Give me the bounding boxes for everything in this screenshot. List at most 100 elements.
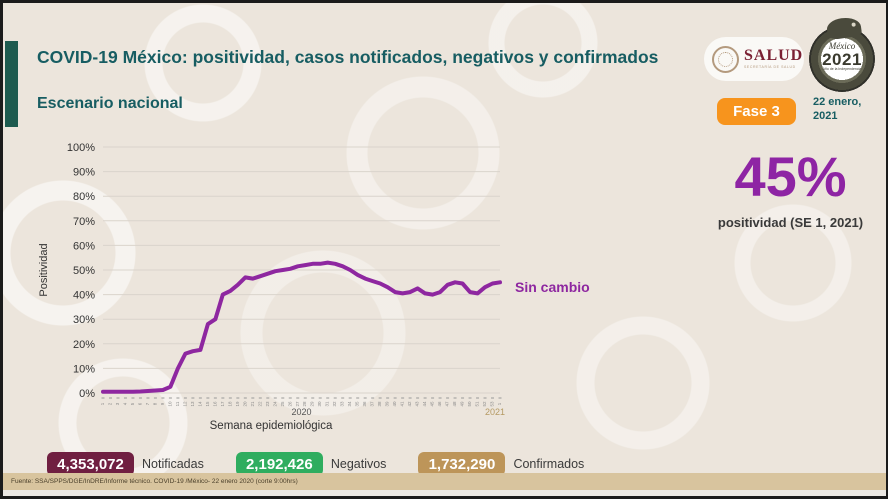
positivity-line-chart: 0% 10% 20% 30% 40% 50% 60% 70% 80% 90% 100% 1 2 3 4 5 6 7… [33,135,523,435]
svg-text:14: 14 [197,401,202,407]
svg-text:50%: 50% [73,265,95,277]
stat-notificadas: 4,353,072 Notificadas [47,452,204,476]
svg-text:28: 28 [302,401,307,407]
svg-text:39: 39 [385,401,390,407]
source-footer-bar: Fuente: SSA/SPPS/DGE/InDRE/Informe técni… [3,473,886,490]
svg-text:53: 53 [490,401,495,407]
svg-text:17: 17 [220,401,225,407]
svg-text:46: 46 [437,401,442,407]
chart-svg: 0%10%20%30%40%50%60%70%80%90%100%1 2 3 4 5 6 7… [38,142,505,432]
green-accent-bar [5,41,18,127]
trend-annotation: Sin cambio [515,279,590,295]
svg-text:29: 29 [310,401,315,407]
svg-text:22: 22 [257,401,262,407]
svg-text:90%: 90% [73,167,95,179]
svg-text:44: 44 [422,401,427,407]
svg-text:35: 35 [355,401,360,407]
svg-text:48: 48 [452,401,457,407]
svg-text:1: 1 [497,402,502,405]
svg-text:21: 21 [250,401,255,407]
svg-text:70%: 70% [73,216,95,228]
svg-text:41: 41 [400,401,405,407]
svg-text:24: 24 [272,401,277,407]
svg-text:23: 23 [265,401,270,407]
svg-text:3: 3 [115,402,120,405]
svg-text:27: 27 [295,401,300,407]
svg-text:10: 10 [167,401,172,407]
stat-value-pill: 1,732,290 [418,452,506,476]
svg-text:2021: 2021 [485,407,505,417]
svg-text:50: 50 [467,401,472,407]
svg-text:1: 1 [100,402,105,405]
svg-text:100%: 100% [67,142,95,154]
positivity-highlight: 45% positividad (SE 1, 2021) [693,145,886,231]
svg-text:19: 19 [235,401,240,407]
svg-text:32: 32 [332,401,337,407]
stat-label: Confirmados [513,457,585,471]
svg-text:30%: 30% [73,314,95,326]
svg-text:43: 43 [415,401,420,407]
source-text: Fuente: SSA/SPPS/DGE/InDRE/Informe técni… [11,478,298,485]
mexico-2021-emblem: México 2021 Año de la Independencia [809,15,879,94]
svg-text:10%: 10% [73,363,95,375]
svg-text:0%: 0% [79,388,95,400]
svg-text:20: 20 [242,401,247,407]
svg-text:Positividad: Positividad [38,243,50,296]
positivity-percentage: 45% [734,145,847,208]
svg-text:36: 36 [362,401,367,407]
stat-negativos: 2,192,426 Negativos [235,452,387,476]
svg-text:25: 25 [280,401,285,407]
svg-text:40%: 40% [73,290,95,302]
stat-value-pill: 2,192,426 [235,452,323,476]
svg-text:51: 51 [475,401,480,407]
phase-badge: Fase 3 [717,98,796,125]
salud-logo-subtext: SECRETARÍA DE SALUD [744,65,796,70]
svg-text:31: 31 [325,401,330,407]
svg-text:33: 33 [340,401,345,407]
svg-text:Semana epidemiológica: Semana epidemiológica [210,420,333,432]
svg-text:42: 42 [407,401,412,407]
report-date: 22 enero, 2021 [813,96,862,122]
svg-text:37: 37 [370,401,375,407]
positivity-caption: positividad (SE 1, 2021) [717,215,864,230]
page-subtitle: Escenario nacional [37,95,183,112]
stat-label: Notificadas [142,457,204,471]
svg-text:30: 30 [317,401,322,407]
svg-text:26: 26 [287,401,292,407]
mexico-2021-script: México [828,41,856,51]
svg-text:2: 2 [107,402,112,405]
salud-eagle-emblem-icon [712,45,739,73]
stat-confirmados: 1,732,290 Confirmados [418,452,584,476]
svg-text:16: 16 [212,401,217,407]
svg-text:15: 15 [205,401,210,407]
svg-text:7: 7 [145,402,150,405]
svg-text:13: 13 [190,401,195,407]
svg-text:18: 18 [227,401,232,407]
svg-text:11: 11 [175,401,180,406]
stat-value-pill: 4,353,072 [47,452,134,476]
svg-text:4: 4 [122,402,127,405]
stats-row: 4,353,072 Notificadas 2,192,426 Negativo… [47,452,607,476]
bottom-strip [3,490,886,496]
svg-text:12: 12 [182,401,187,407]
svg-text:52: 52 [482,401,487,407]
page-title: COVID-19 México: positividad, casos noti… [37,47,659,67]
svg-text:80%: 80% [73,191,95,203]
svg-text:38: 38 [377,401,382,407]
mexico-2021-year: 2021 [822,50,862,69]
svg-text:45: 45 [430,401,435,407]
svg-text:60%: 60% [73,240,95,252]
svg-text:9: 9 [160,402,165,405]
salud-logo: SALUD SECRETARÍA DE SALUD [704,37,804,81]
svg-text:20%: 20% [73,339,95,351]
svg-text:40: 40 [392,401,397,407]
mexico-2021-subtext: Año de la Independencia [822,67,862,71]
svg-text:47: 47 [445,401,450,407]
svg-text:6: 6 [137,402,142,405]
stat-label: Negativos [330,457,387,471]
svg-text:5: 5 [130,402,135,405]
svg-text:34: 34 [347,401,352,407]
svg-text:49: 49 [460,401,465,407]
salud-logo-text: SALUD [744,47,804,65]
